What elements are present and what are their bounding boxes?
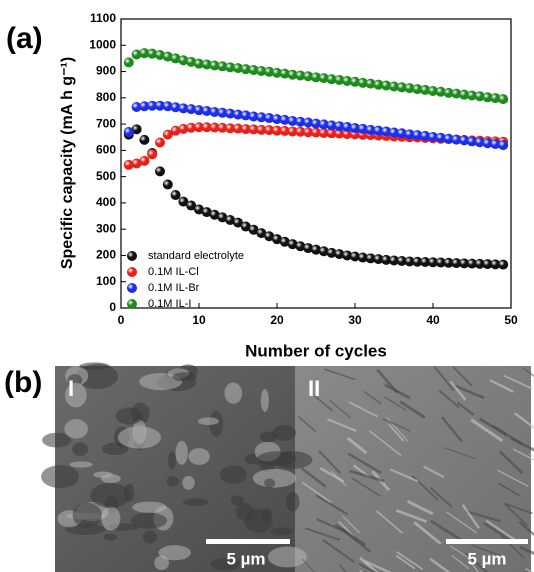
scale-bar [446, 539, 528, 544]
texture [224, 382, 242, 403]
point [155, 166, 165, 176]
legend-label: standard electrolyte [148, 250, 244, 262]
y-tick-label: 0 [109, 300, 116, 314]
texture [220, 466, 247, 484]
texture [257, 451, 296, 466]
texture [261, 389, 269, 412]
x-axis-label: Number of cycles [245, 341, 387, 360]
legend-label: 0.1M IL-Br [148, 282, 200, 294]
y-tick-label: 100 [96, 274, 116, 288]
scale-bar-label: 5 µm [226, 549, 265, 568]
texture [42, 433, 71, 448]
legend-marker [127, 267, 137, 277]
y-tick-label: 200 [96, 248, 116, 262]
panel-label: (b) [4, 366, 42, 399]
texture [103, 534, 117, 541]
figure: (a) (b) Number of cycles Specific capaci… [0, 0, 534, 572]
point [155, 137, 165, 147]
texture [124, 483, 134, 502]
point [171, 190, 181, 200]
point [498, 260, 508, 270]
x-tick-label: 40 [426, 313, 440, 327]
texture [41, 465, 79, 488]
series [124, 122, 508, 170]
point [163, 180, 173, 190]
legend-marker [127, 283, 137, 293]
texture [268, 546, 307, 567]
y-axis-label: Specific capacity (mA h g⁻¹) [59, 57, 76, 269]
texture [286, 492, 300, 512]
texture [159, 545, 191, 560]
texture [167, 476, 179, 487]
image-label: I [68, 376, 74, 401]
y-tick-label: 1000 [89, 37, 116, 51]
series [124, 48, 508, 104]
texture [93, 471, 112, 477]
texture [172, 372, 197, 381]
x-tick-label: 10 [192, 313, 206, 327]
y-tick-label: 600 [96, 143, 116, 157]
texture [101, 506, 120, 530]
y-tick-label: 900 [96, 64, 116, 78]
texture [73, 502, 102, 527]
texture [90, 483, 130, 508]
point [498, 94, 508, 104]
point [498, 140, 508, 150]
point [124, 127, 134, 137]
y-tick-label: 1100 [90, 11, 116, 25]
texture [131, 513, 167, 529]
y-tick-label: 400 [96, 195, 116, 209]
x-tick-label: 20 [270, 313, 284, 327]
texture [64, 419, 88, 438]
legend-marker [127, 299, 137, 309]
texture [116, 407, 143, 424]
texture [168, 451, 176, 469]
legend-label: 0.1M IL-Cl [148, 266, 199, 278]
texture [182, 476, 194, 490]
scale-bar [206, 539, 290, 544]
legend-marker [127, 251, 137, 261]
point [124, 57, 134, 67]
texture [176, 441, 188, 465]
texture [143, 531, 157, 544]
image-label: II [308, 376, 320, 401]
scale-bar-label: 5 µm [467, 549, 506, 568]
texture [188, 448, 210, 465]
point [147, 149, 157, 159]
texture [271, 527, 294, 535]
texture [183, 498, 209, 506]
y-tick-label: 500 [96, 169, 116, 183]
y-tick-label: 300 [96, 221, 116, 235]
texture [260, 432, 277, 443]
x-tick-label: 0 [118, 313, 125, 327]
x-tick-label: 50 [504, 313, 518, 327]
series [124, 124, 508, 269]
point [139, 135, 149, 145]
texture [118, 426, 161, 448]
x-tick-label: 30 [348, 313, 362, 327]
panel-label: (a) [6, 22, 43, 55]
texture [70, 461, 93, 467]
texture [264, 478, 275, 487]
point [139, 156, 149, 166]
y-tick-label: 800 [96, 90, 116, 104]
legend-label: 0.1M IL-I [148, 298, 191, 310]
texture [72, 443, 88, 457]
texture [244, 509, 273, 533]
texture [198, 417, 219, 425]
y-tick-label: 700 [96, 116, 116, 130]
page: (a) (b) Number of cycles Specific capaci… [0, 0, 534, 572]
texture [79, 362, 109, 370]
